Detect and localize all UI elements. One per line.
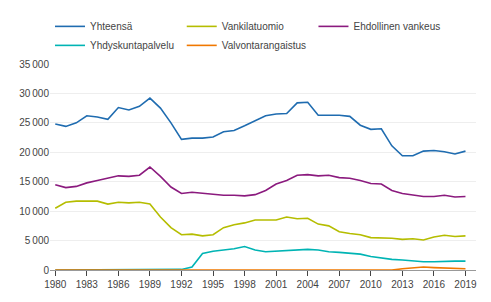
svg-text:1995: 1995 (202, 279, 225, 290)
svg-text:5 000: 5 000 (25, 235, 50, 246)
svg-text:2007: 2007 (328, 279, 351, 290)
svg-text:Ehdollinen vankeus: Ehdollinen vankeus (353, 21, 440, 32)
svg-text:10 000: 10 000 (19, 206, 49, 217)
svg-text:30 000: 30 000 (19, 88, 49, 99)
svg-text:Vankilatuomio: Vankilatuomio (222, 21, 285, 32)
svg-text:20 000: 20 000 (19, 147, 49, 158)
svg-text:25 000: 25 000 (19, 117, 49, 128)
svg-text:2016: 2016 (423, 279, 446, 290)
svg-text:1989: 1989 (139, 279, 162, 290)
svg-text:2013: 2013 (391, 279, 414, 290)
svg-text:35 000: 35 000 (19, 59, 49, 70)
svg-text:Yhdyskuntapalvelu: Yhdyskuntapalvelu (90, 40, 174, 51)
svg-text:2001: 2001 (265, 279, 288, 290)
svg-text:Valvontarangaistus: Valvontarangaistus (222, 40, 306, 51)
svg-text:15 000: 15 000 (19, 176, 49, 187)
svg-text:1986: 1986 (107, 279, 130, 290)
svg-text:1983: 1983 (76, 279, 99, 290)
svg-text:1980: 1980 (44, 279, 67, 290)
svg-text:1998: 1998 (233, 279, 256, 290)
svg-text:Yhteensä: Yhteensä (90, 21, 133, 32)
svg-text:2019: 2019 (454, 279, 477, 290)
svg-text:2010: 2010 (360, 279, 383, 290)
svg-text:1992: 1992 (170, 279, 193, 290)
svg-text:2004: 2004 (297, 279, 320, 290)
svg-text:0: 0 (43, 265, 49, 276)
